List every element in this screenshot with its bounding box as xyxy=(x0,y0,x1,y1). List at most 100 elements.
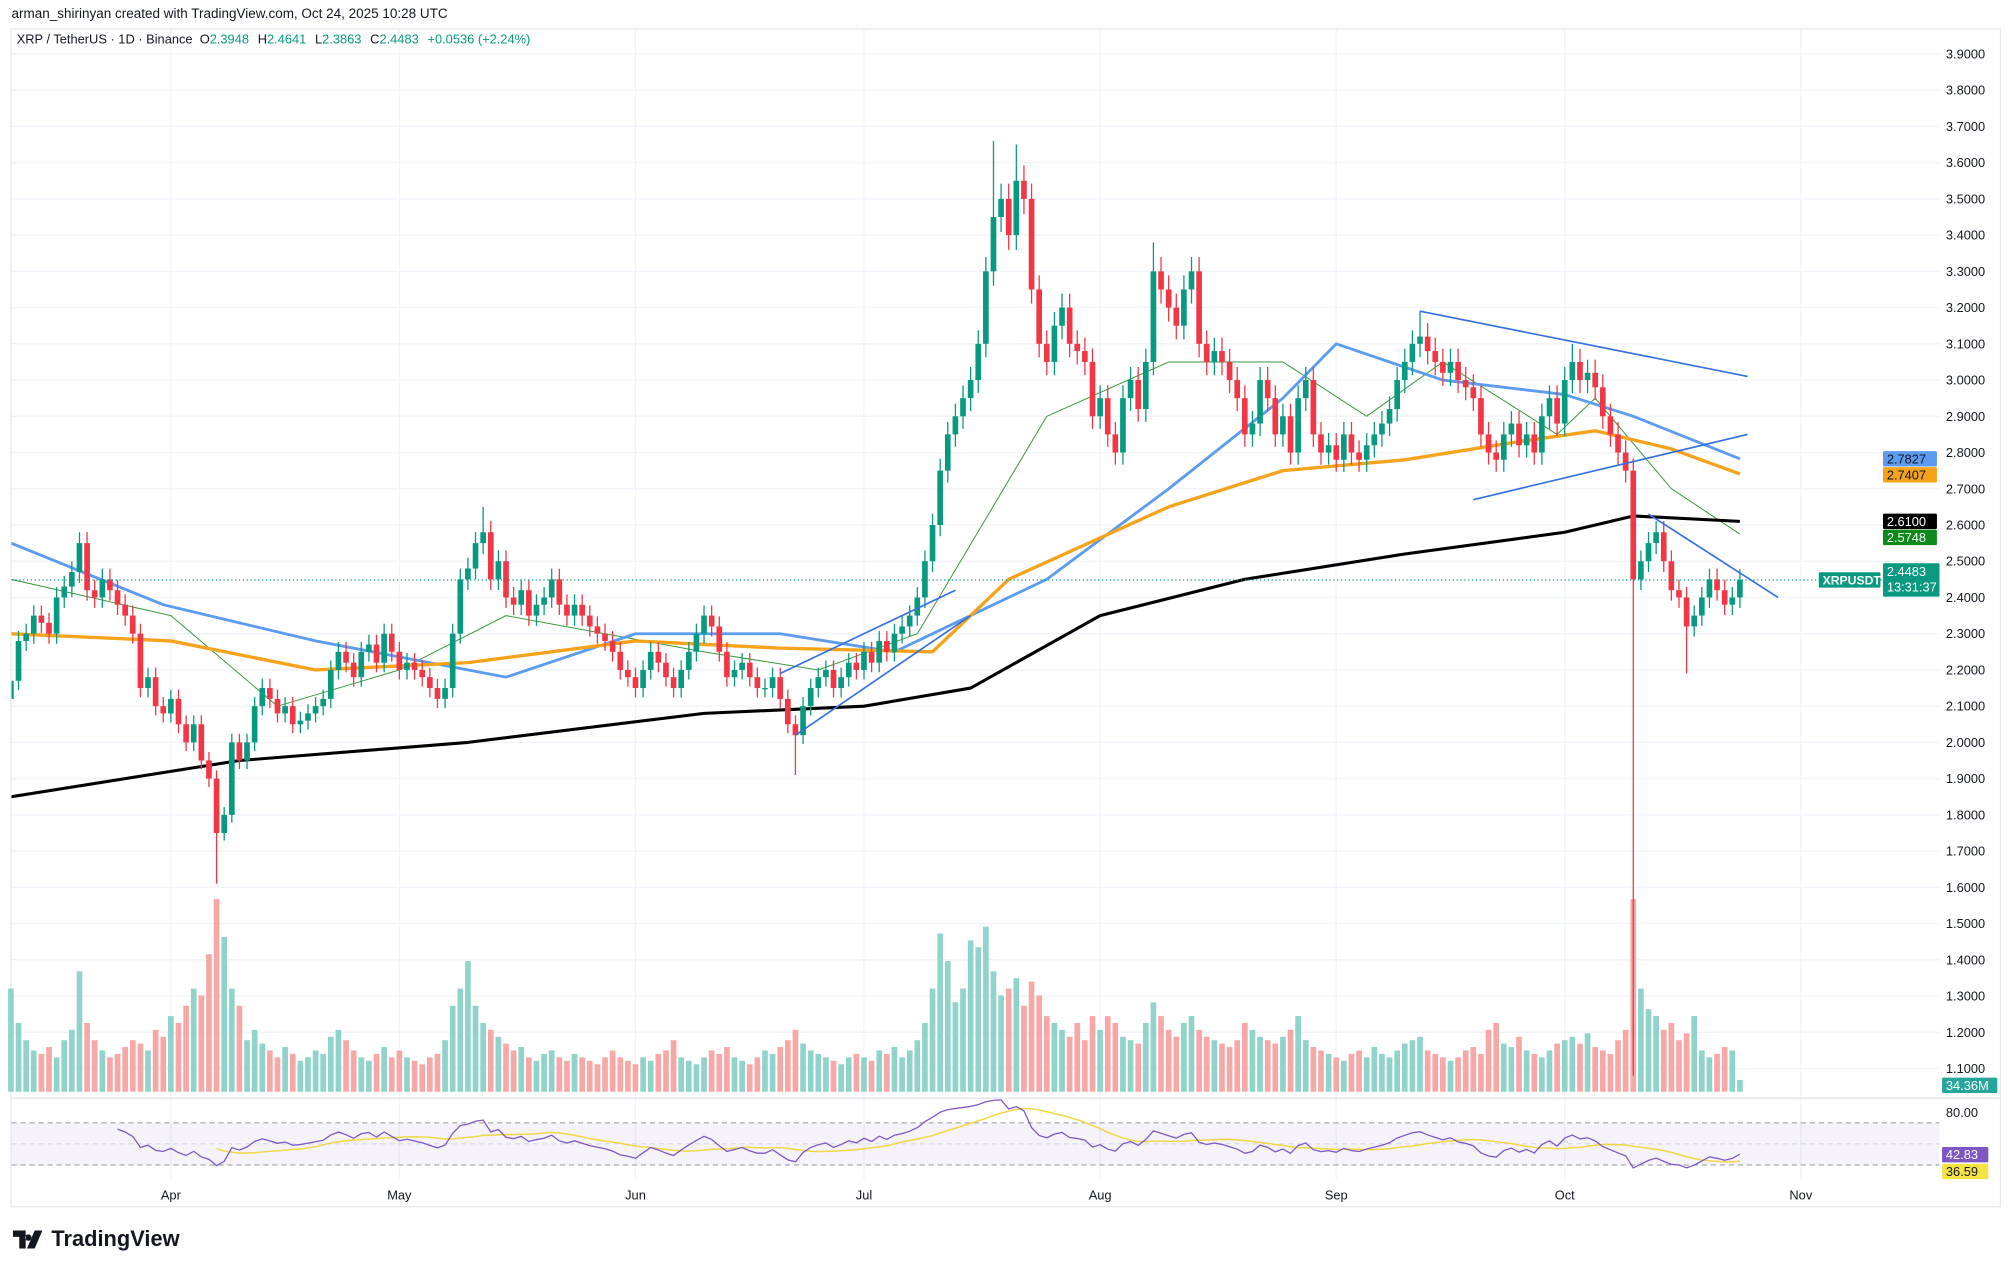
candle-body xyxy=(1379,423,1385,435)
candle-body xyxy=(586,615,593,627)
moving-average-line-ma_orange xyxy=(11,429,1741,672)
volume-bar xyxy=(267,1050,273,1092)
volume-bar xyxy=(906,1050,913,1092)
candle-body xyxy=(1158,271,1164,290)
volume-bar xyxy=(1622,1029,1629,1092)
candle-body xyxy=(457,579,464,634)
volume-bar xyxy=(61,1040,68,1092)
candle xyxy=(960,385,966,429)
candle-body xyxy=(1371,434,1378,446)
candle xyxy=(1721,579,1728,616)
volume-bar xyxy=(1310,1047,1317,1092)
candle-body xyxy=(1561,380,1568,424)
candle xyxy=(952,403,959,447)
rsi-line xyxy=(117,1099,1741,1169)
candle-body xyxy=(274,698,281,714)
volume-bar xyxy=(472,1005,479,1092)
candle xyxy=(114,579,121,616)
candle-body xyxy=(967,380,974,399)
rsi-ma-line xyxy=(216,1107,1741,1163)
volume-bar xyxy=(1302,1040,1309,1092)
candle xyxy=(586,605,593,637)
volume-bar xyxy=(769,1053,776,1092)
candle-body xyxy=(724,651,730,678)
volume-bar xyxy=(1531,1053,1538,1092)
volume-bar xyxy=(282,1047,288,1092)
candle xyxy=(465,557,471,590)
candle-body xyxy=(1150,271,1157,362)
volume-bar xyxy=(762,1050,768,1092)
symbol-title[interactable]: XRP / TetherUS · 1D · Binance xyxy=(16,33,193,48)
volume-bar xyxy=(845,1057,852,1092)
candle xyxy=(1348,422,1355,465)
time-tick-label: Jul xyxy=(856,1188,872,1203)
candle xyxy=(625,660,631,687)
candle xyxy=(906,605,913,637)
candle xyxy=(53,587,60,644)
candle xyxy=(929,513,936,573)
candle-body xyxy=(1226,361,1233,381)
candle-body xyxy=(1699,597,1705,616)
volume-bar xyxy=(175,1022,182,1092)
volume-bar xyxy=(38,1053,45,1092)
time-tick-label: Apr xyxy=(161,1188,182,1203)
candle xyxy=(1592,359,1599,401)
volume-bar xyxy=(983,926,989,1092)
volume-bar xyxy=(427,1057,433,1092)
candle xyxy=(1356,440,1362,472)
candle-body xyxy=(632,677,639,689)
candle-body xyxy=(1074,343,1081,352)
volume-bar xyxy=(1287,1029,1294,1092)
moving-average-line-ma_green xyxy=(11,361,1741,707)
candle-body xyxy=(1120,398,1126,453)
candle-body xyxy=(1005,198,1012,236)
volume-bar xyxy=(792,1029,799,1092)
candle-body xyxy=(1211,351,1218,362)
volume-bar xyxy=(419,1064,426,1092)
candle-body xyxy=(1188,271,1195,290)
volume-bar xyxy=(579,1057,585,1092)
candle-body xyxy=(1539,416,1545,453)
candle xyxy=(1295,385,1301,465)
close-label: C xyxy=(370,33,380,48)
candle-body xyxy=(1295,398,1301,453)
candle-body xyxy=(427,677,433,689)
candle-body xyxy=(868,651,875,663)
candle-body xyxy=(168,698,174,714)
candle-body xyxy=(91,590,98,598)
candle xyxy=(724,642,730,687)
candle-body xyxy=(1051,325,1058,362)
candle-body xyxy=(30,615,37,634)
candle-body xyxy=(282,706,288,714)
candle xyxy=(1660,521,1667,573)
candle xyxy=(282,697,288,723)
candle xyxy=(1333,433,1340,472)
volume-bar xyxy=(503,1043,509,1092)
volume-bar xyxy=(495,1036,502,1092)
candle xyxy=(107,568,113,601)
price-tick-label: 3.6000 xyxy=(1946,155,1985,170)
volume-bar xyxy=(297,1060,304,1092)
candle-body xyxy=(1082,351,1088,362)
price-tick-label: 2.1000 xyxy=(1946,699,1985,714)
volume-bar xyxy=(1539,1057,1545,1092)
candle-body xyxy=(1607,416,1614,435)
candle-body xyxy=(1645,543,1652,562)
volume-bar xyxy=(152,1029,159,1092)
candle xyxy=(1089,348,1096,429)
volume-bar xyxy=(1272,1043,1279,1092)
candle-body xyxy=(335,651,342,670)
candle-body xyxy=(914,597,921,616)
volume-bar xyxy=(990,971,997,1092)
candle xyxy=(1470,374,1477,411)
candle xyxy=(388,623,395,662)
volume-bar xyxy=(1074,1022,1081,1092)
volume-bar xyxy=(46,1047,52,1092)
candle xyxy=(221,807,228,841)
volume-bar xyxy=(1295,1016,1301,1092)
candle-body xyxy=(1401,361,1408,381)
tradingview-logo[interactable]: TradingView xyxy=(12,1227,180,1253)
volume-bar xyxy=(1493,1022,1500,1092)
candle xyxy=(663,653,669,687)
